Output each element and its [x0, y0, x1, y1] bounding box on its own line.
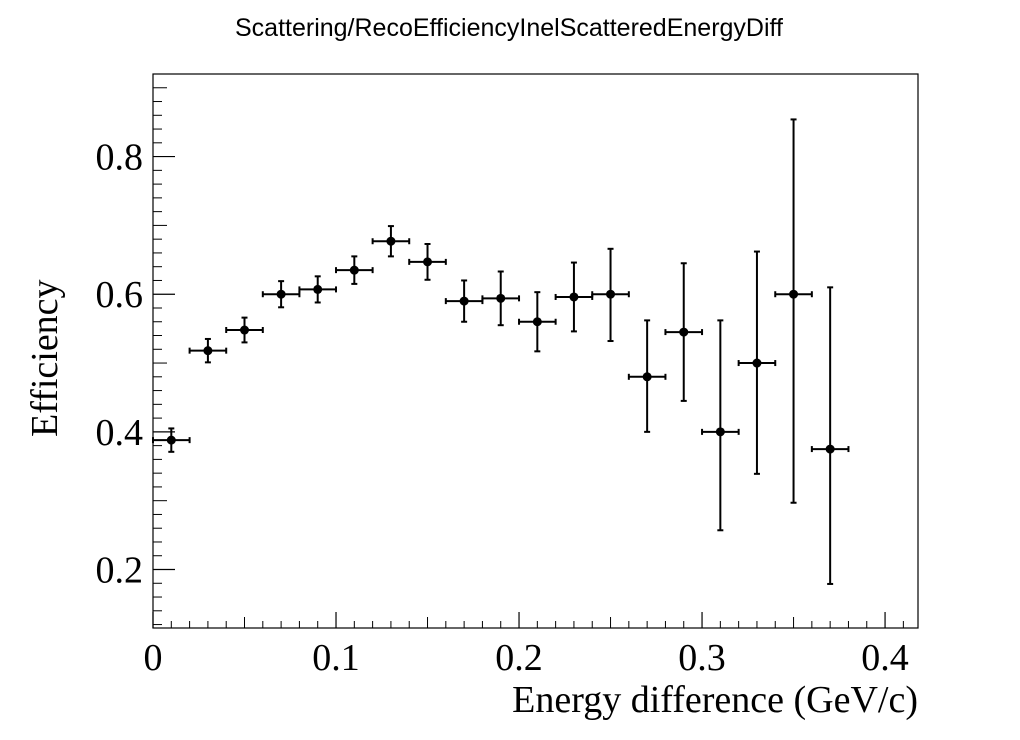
- data-point: [261, 280, 301, 309]
- data-marker: [349, 265, 359, 275]
- y-axis: 0.2 0.4 0.6 0.8: [96, 87, 175, 626]
- data-point: [627, 319, 667, 433]
- data-marker: [203, 346, 213, 356]
- data-point: [408, 242, 447, 281]
- data-marker: [240, 325, 250, 335]
- data-marker: [459, 296, 469, 306]
- data-marker: [569, 292, 579, 302]
- y-tick-label: 0.2: [96, 550, 144, 592]
- y-axis-label: Efficiency: [24, 279, 66, 437]
- data-marker: [606, 289, 616, 299]
- plot-frame: [152, 73, 919, 629]
- data-marker: [532, 317, 542, 327]
- data-marker: [423, 257, 433, 267]
- x-tick-label: 0.4: [861, 637, 909, 679]
- data-marker: [789, 289, 799, 299]
- y-tick-label: 0.6: [96, 274, 144, 316]
- data-point: [774, 118, 813, 504]
- data-marker: [313, 284, 323, 294]
- data-point: [810, 286, 850, 585]
- data-point: [225, 316, 264, 344]
- data-point: [737, 250, 777, 475]
- data-point: [554, 261, 594, 333]
- data-marker: [752, 358, 762, 368]
- data-point: [701, 319, 740, 532]
- data-marker: [386, 236, 396, 246]
- data-point: [188, 337, 228, 364]
- x-tick-label: 0.1: [312, 637, 360, 679]
- x-tick-label: 0.2: [495, 637, 543, 679]
- data-point: [591, 247, 630, 343]
- data-marker: [166, 435, 176, 445]
- data-point: [664, 262, 704, 402]
- x-axis-label: Energy difference (GeV/c): [512, 679, 918, 721]
- data-point: [481, 270, 521, 327]
- data-point: [371, 225, 411, 258]
- y-tick-label: 0.8: [96, 137, 144, 179]
- data-point: [152, 427, 191, 453]
- y-tick-label: 0.4: [96, 412, 144, 454]
- chart-title: Scattering/RecoEfficiencyInelScatteredEn…: [235, 14, 783, 42]
- data-marker: [715, 427, 725, 437]
- data-point: [298, 275, 338, 304]
- data-marker: [825, 444, 835, 454]
- x-tick-label: 0.3: [678, 637, 726, 679]
- data-points: [152, 118, 850, 585]
- x-axis: 0 0.1 0.2 0.3 0.4: [144, 612, 909, 679]
- data-point: [335, 255, 374, 285]
- data-marker: [642, 372, 652, 382]
- data-point: [444, 279, 484, 323]
- data-point: [518, 291, 557, 353]
- data-marker: [679, 327, 689, 337]
- data-marker: [496, 293, 506, 303]
- data-marker: [276, 289, 286, 299]
- x-tick-label: 0: [144, 637, 163, 679]
